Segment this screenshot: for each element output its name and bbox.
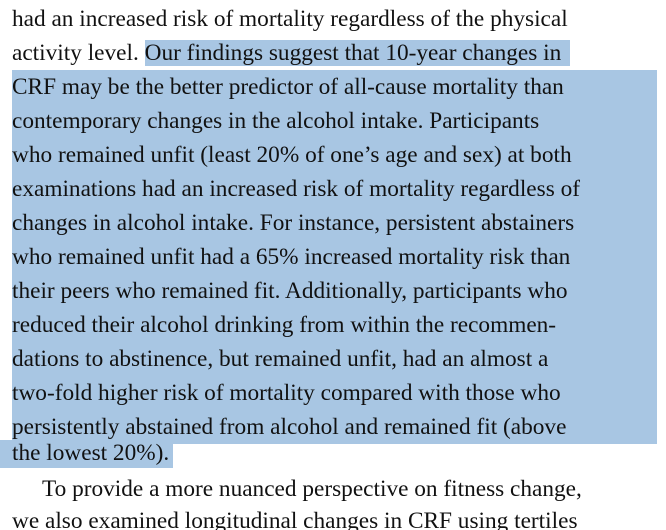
highlight-band bbox=[12, 274, 657, 308]
highlighted-line: persistently abstained from alcohol and … bbox=[12, 414, 567, 440]
highlight-band bbox=[12, 172, 657, 206]
highlight-band bbox=[12, 240, 657, 274]
paragraph2-line-1: To provide a more nuanced perspective on… bbox=[42, 476, 582, 502]
highlighted-line: changes in alcohol intake. For instance,… bbox=[12, 210, 575, 236]
highlighted-line: dations to abstinence, but remained unfi… bbox=[12, 346, 549, 372]
highlighted-line: contemporary changes in the alcohol inta… bbox=[12, 108, 540, 134]
highlighted-line: their peers who remained fit. Additional… bbox=[12, 278, 568, 304]
plain-text-segment: activity level. bbox=[12, 40, 139, 66]
highlight-band bbox=[12, 206, 657, 240]
text-line-1: had an increased risk of mortality regar… bbox=[12, 6, 568, 32]
highlighted-text-segment: Our findings suggest that 10-year change… bbox=[144, 40, 571, 66]
highlighted-line: reduced their alcohol drinking from with… bbox=[12, 312, 557, 338]
text-line-2: activity level. Our findings suggest tha… bbox=[12, 36, 571, 70]
highlighted-line: who remained unfit had a 65% increased m… bbox=[12, 244, 571, 270]
highlight-band bbox=[12, 376, 657, 410]
highlight-band bbox=[12, 70, 657, 104]
highlighted-line: two-fold higher risk of mortality compar… bbox=[12, 380, 561, 406]
highlighted-text-segment: the lowest 20%). bbox=[0, 440, 174, 468]
highlight-band bbox=[12, 308, 657, 342]
paragraph2-line-2: we also examined longitudinal changes in… bbox=[12, 508, 578, 530]
highlight-band bbox=[12, 342, 657, 376]
highlight-band bbox=[12, 410, 657, 444]
text-line-last-highlight: the lowest 20%). bbox=[0, 436, 174, 470]
highlighted-line: who remained unfit (least 20% of one’s a… bbox=[12, 142, 572, 168]
highlight-band bbox=[12, 138, 657, 172]
highlighted-line: examinations had an increased risk of mo… bbox=[12, 176, 580, 202]
highlight-band bbox=[12, 104, 657, 138]
highlighted-line: CRF may be the better predictor of all-c… bbox=[12, 74, 564, 100]
